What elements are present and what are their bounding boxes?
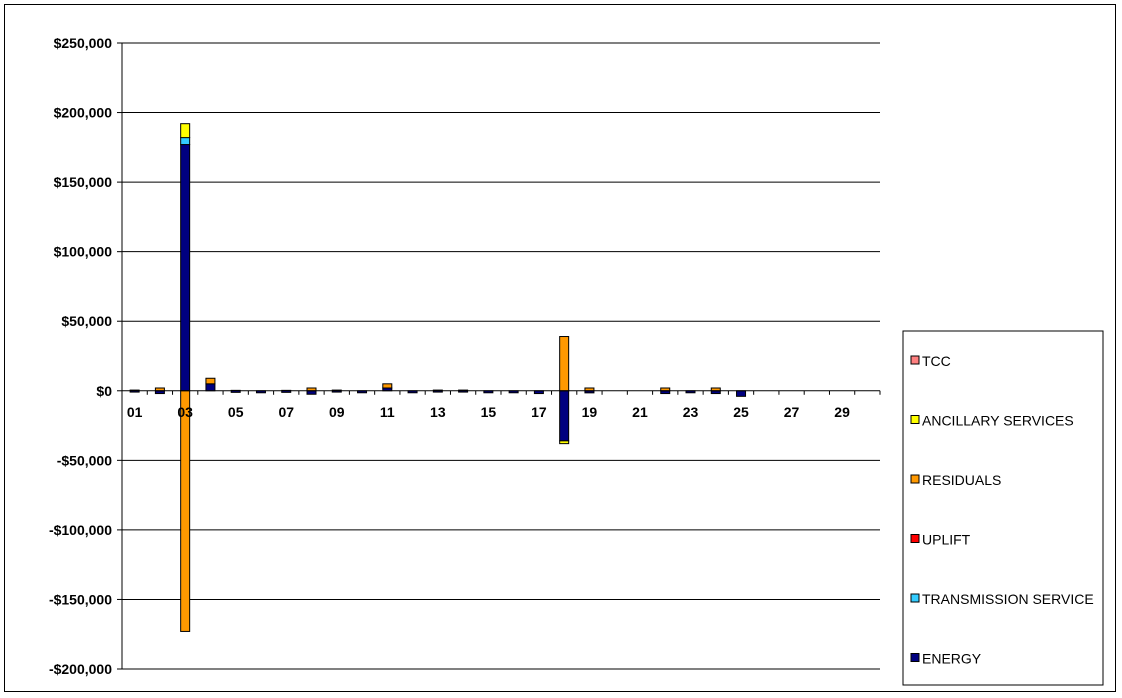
bar-segment	[382, 383, 393, 389]
x-tick-label: 07	[278, 404, 294, 420]
legend-label: ENERGY	[922, 651, 982, 667]
x-axis-tick-labels: 01 03 05 07 09 11 13 15 17 19 21 23 25 27 29	[127, 404, 850, 420]
x-tick-label: 05	[228, 404, 244, 420]
x-tick-label: 21	[632, 404, 648, 420]
x-tick-label: 29	[834, 404, 850, 420]
legend-box	[902, 330, 1104, 686]
legend-swatch	[910, 534, 920, 543]
bar-segment	[205, 383, 216, 392]
legend-label: RESIDUALS	[922, 472, 1001, 488]
y-tick-label: $50,000	[61, 313, 112, 329]
y-axis-tick-labels: $250,000 $200,000 $150,000 $100,000 $50,000 $…	[49, 35, 112, 677]
y-tick-label: -$100,000	[49, 522, 112, 538]
x-tick-label: 23	[683, 404, 699, 420]
x-tick-label: 13	[430, 404, 446, 420]
bar-segment	[736, 390, 747, 397]
legend-label: TCC	[922, 353, 951, 369]
legend-label: ANCILLARY SERVICES	[922, 413, 1074, 429]
bar-segment	[205, 377, 216, 385]
legend-label: TRANSMISSION SERVICE	[922, 591, 1094, 607]
legend-swatch	[910, 415, 920, 424]
bar-segment	[180, 144, 191, 392]
x-tick-label: 15	[481, 404, 497, 420]
x-tick-label: 17	[531, 404, 547, 420]
y-tick-label: -$200,000	[49, 661, 112, 677]
legend-label: UPLIFT	[922, 532, 971, 548]
bar-segment	[180, 137, 191, 146]
y-tick-label: -$150,000	[49, 591, 112, 607]
stacked-bar-chart: $250,000 $200,000 $150,000 $100,000 $50,000 $…	[49, 35, 1104, 686]
gridlines	[117, 42, 880, 670]
bars	[129, 123, 747, 632]
y-tick-label: $100,000	[54, 244, 113, 260]
bar-segment	[306, 390, 317, 395]
bar-segment	[559, 440, 570, 445]
x-tick-label: 27	[784, 404, 800, 420]
x-tick-label: 25	[733, 404, 749, 420]
chart-container: $250,000 $200,000 $150,000 $100,000 $50,000 $…	[4, 4, 1116, 692]
bar-segment	[559, 336, 570, 392]
x-tick-label: 09	[329, 404, 345, 420]
bar-segment	[559, 390, 570, 442]
bar-segment	[180, 123, 191, 139]
y-tick-label: $250,000	[54, 35, 113, 51]
y-tick-label: $0	[96, 383, 112, 399]
legend-swatch	[910, 355, 920, 365]
x-tick-label: 01	[127, 404, 143, 420]
legend-swatch	[910, 474, 920, 484]
legend: TCC ANCILLARY SERVICES RESIDUALS UPLIFT TRAN…	[902, 330, 1104, 686]
y-tick-label: $150,000	[54, 174, 113, 190]
x-tick-label: 11	[380, 404, 395, 420]
y-tick-label: $200,000	[54, 105, 113, 121]
bar-segment	[180, 390, 191, 632]
x-tick-label: 19	[582, 404, 598, 420]
y-tick-label: -$50,000	[57, 452, 112, 468]
legend-swatch	[910, 593, 920, 603]
legend-swatch	[910, 653, 920, 662]
axes	[121, 43, 881, 669]
x-tick-label: 03	[177, 404, 193, 420]
